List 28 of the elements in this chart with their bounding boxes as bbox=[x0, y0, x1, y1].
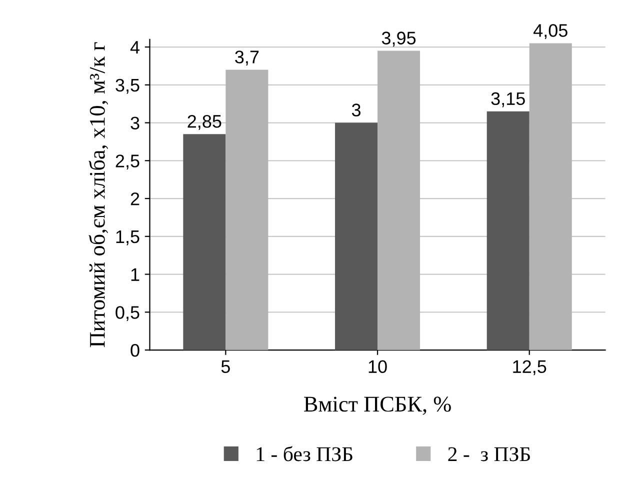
legend-label: 1 - без ПЗБ bbox=[256, 446, 352, 462]
bar bbox=[486, 111, 530, 350]
x-tick-label: 5 bbox=[221, 360, 230, 374]
bar bbox=[183, 134, 226, 350]
y-tick-label: 2,5 bbox=[116, 154, 140, 170]
bar bbox=[335, 122, 378, 350]
data-label: 3,15 bbox=[491, 92, 525, 108]
x-tick-label: 10 bbox=[368, 360, 387, 374]
bar bbox=[226, 70, 268, 350]
y-tick-label: 0 bbox=[130, 344, 140, 357]
data-label: 3,7 bbox=[235, 50, 259, 66]
y-tick-label: 1 bbox=[131, 268, 140, 281]
bar bbox=[378, 50, 420, 350]
data-label: 4,05 bbox=[533, 24, 568, 40]
y-tick-label: 0,5 bbox=[116, 306, 140, 322]
y-tick-label: 4 bbox=[130, 41, 140, 54]
y-tick-label: 1,5 bbox=[116, 230, 140, 246]
x-axis-title: Вміст ПСБК, % bbox=[304, 396, 451, 415]
data-label: 3,95 bbox=[382, 32, 416, 47]
data-label: 3 bbox=[352, 104, 360, 116]
y-tick-label: 3 bbox=[130, 116, 140, 130]
y-tick-label: 2 bbox=[130, 192, 140, 206]
x-tick-label: 12,5 bbox=[513, 360, 546, 376]
y-tick-label: 3,5 bbox=[116, 78, 140, 94]
bar bbox=[529, 43, 572, 350]
data-label: 2,85 bbox=[188, 115, 222, 130]
y-axis-title: Питомий об,єм хліба, х10, м³/к г bbox=[88, 42, 108, 348]
legend-label: 2 - з ПЗБ bbox=[448, 447, 530, 462]
